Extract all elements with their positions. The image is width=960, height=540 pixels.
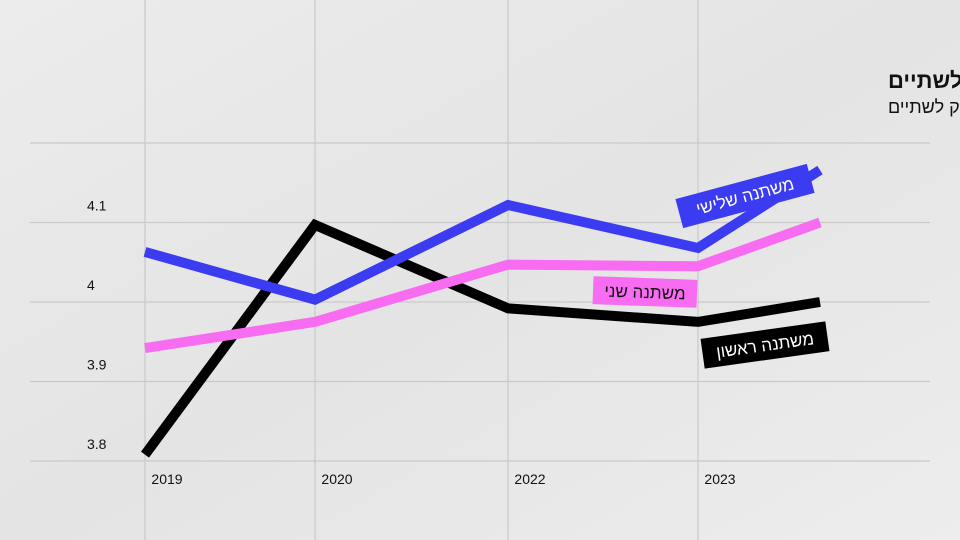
- y-tick-label: 4: [87, 277, 95, 293]
- x-tick-label: 2019: [151, 471, 182, 487]
- label-box: [700, 321, 830, 369]
- chart-title: טקסט מתחלק לשתיים: [888, 68, 960, 93]
- label-box: [592, 276, 698, 308]
- chart-subtitle: טקסט מתחלק לשתיים: [888, 97, 960, 117]
- series-line: [144, 217, 822, 354]
- label-box: [675, 163, 815, 229]
- series-line: [143, 165, 823, 305]
- y-tick-label: 3.8: [87, 436, 107, 452]
- x-tick-label: 2022: [514, 471, 545, 487]
- y-tick-label: 3.9: [87, 357, 107, 373]
- series-label: משתנה שני: [592, 276, 698, 308]
- x-tick-label: 2023: [704, 471, 735, 487]
- series-line: [140, 218, 821, 458]
- y-tick-label: 4.1: [87, 198, 107, 214]
- x-tick-label: 2020: [321, 471, 352, 487]
- legend-label: משתנה שני: [604, 282, 686, 304]
- lines: [140, 165, 823, 458]
